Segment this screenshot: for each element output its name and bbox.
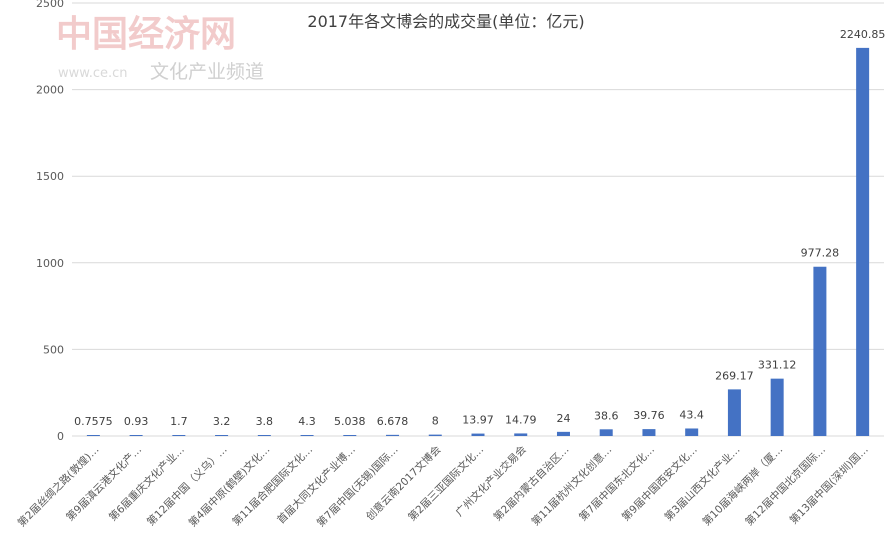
- data-label: 14.79: [505, 413, 537, 426]
- data-label: 269.17: [715, 369, 754, 382]
- bar: [813, 266, 827, 436]
- category-label: 第6届重庆文化产业…: [106, 443, 187, 524]
- bar: [86, 435, 100, 436]
- data-label: 13.97: [462, 414, 494, 427]
- bar: [770, 378, 784, 436]
- y-tick-label: 1500: [36, 170, 64, 183]
- category-label: 第11届合肥国际文化…: [230, 443, 315, 528]
- bar: [172, 435, 186, 436]
- data-label: 43.4: [679, 408, 704, 421]
- data-label: 38.6: [594, 409, 619, 422]
- category-label: 首届大同文化产业博…: [274, 443, 357, 526]
- bars: [86, 47, 870, 437]
- watermark-logo: 中国经济网: [56, 13, 236, 55]
- category-label: 广州文化产业交易会: [453, 443, 529, 519]
- bar: [257, 435, 271, 436]
- category-label: 第9届中国西安文化…: [619, 443, 700, 524]
- bar: [471, 433, 485, 436]
- y-tick-label: 1000: [36, 257, 64, 270]
- y-tick-label: 2500: [36, 0, 64, 10]
- bar: [599, 429, 613, 436]
- category-label: 创意云南2017文博会: [363, 443, 443, 523]
- bar: [856, 47, 870, 437]
- data-label: 4.3: [298, 415, 316, 428]
- bar: [685, 428, 699, 436]
- bar: [129, 435, 143, 436]
- category-label: 第11届杭州文化创意…: [529, 443, 614, 528]
- bar: [514, 433, 528, 436]
- category-label: 第4届中原(鹤壁)文化…: [186, 443, 273, 530]
- category-label: 第7届中国(无锡)国际…: [314, 443, 401, 530]
- data-label: 977.28: [801, 247, 840, 260]
- chart-title: 2017年各文博会的成交量(单位：亿元): [307, 12, 584, 31]
- data-label: 2240.85: [840, 28, 886, 41]
- category-label: 第12届中国（义乌）…: [144, 443, 229, 528]
- watermark-subtitle: 文化产业频道: [150, 61, 264, 83]
- bar: [215, 435, 229, 436]
- y-axis-ticks: 0 500 1000 1500 2000 2500: [36, 0, 64, 443]
- bar: [343, 435, 357, 436]
- bar: [642, 429, 656, 436]
- data-label: 6.678: [377, 415, 409, 428]
- data-label: 331.12: [758, 359, 797, 372]
- category-label: 第9届滇云港文化产…: [63, 443, 144, 524]
- category-label: 第10届海峡两岸（厦…: [700, 443, 785, 528]
- y-tick-label: 0: [57, 430, 64, 443]
- category-label: 第13届中国(深圳)国…: [787, 443, 871, 527]
- bar: [556, 431, 570, 436]
- data-label: 3.2: [213, 415, 231, 428]
- category-label: 第2届丝绸之路(敦煌)…: [15, 443, 102, 530]
- bar: [386, 434, 400, 436]
- data-label: 8: [432, 415, 439, 428]
- data-label: 39.76: [633, 409, 665, 422]
- data-label: 1.7: [170, 415, 188, 428]
- data-labels: 0.7575 0.93 1.7 3.2 3.8 4.3 5.038 6.678 8 13.97 14…: [74, 28, 885, 428]
- y-tick-label: 2000: [36, 84, 64, 97]
- y-tick-label: 500: [43, 343, 64, 356]
- watermark: 中国经济网 www.ce.cn 文化产业频道: [56, 13, 264, 83]
- bar: [428, 434, 442, 436]
- gridlines: [72, 2, 884, 437]
- data-label: 24: [556, 412, 570, 425]
- bar: [727, 389, 741, 436]
- category-label: 第12届中国北京国际…: [743, 443, 828, 528]
- data-label: 3.8: [256, 415, 274, 428]
- data-label: 0.7575: [74, 415, 113, 428]
- bar: [300, 435, 314, 436]
- category-label: 第2届内蒙古自治区…: [491, 443, 572, 524]
- data-label: 5.038: [334, 415, 366, 428]
- category-label: 第2届三亚国际文化…: [405, 443, 486, 524]
- category-label: 第7届中国东北文化…: [576, 443, 657, 524]
- category-label: 第3届山西文化产业…: [662, 443, 743, 524]
- data-label: 0.93: [124, 415, 149, 428]
- category-labels: 第2届丝绸之路(敦煌)…第9届滇云港文化产…第6届重庆文化产业…第12届中国（义…: [15, 443, 871, 530]
- watermark-url: www.ce.cn: [58, 66, 128, 81]
